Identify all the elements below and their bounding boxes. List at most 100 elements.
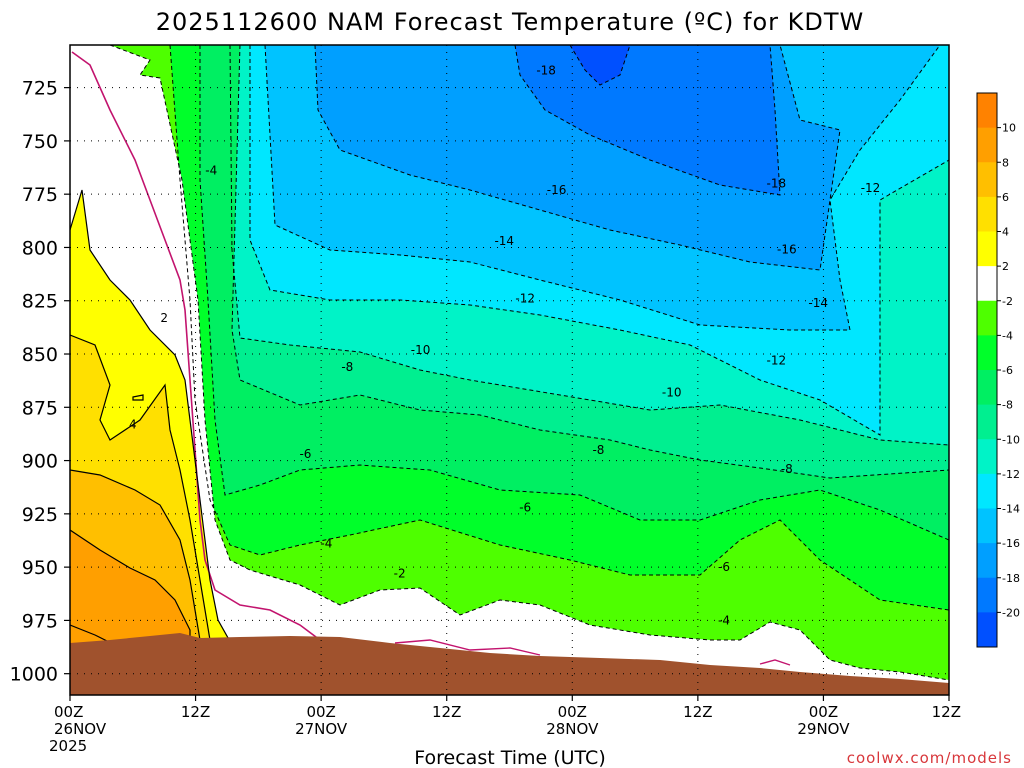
colorbar-swatch — [977, 266, 997, 302]
colorbar-swatch — [977, 231, 997, 267]
x-tick-label: 00Z — [558, 703, 587, 721]
contour-label: 2 — [160, 311, 168, 325]
colorbar-swatch — [977, 473, 997, 509]
contour-label: -18 — [536, 64, 556, 78]
contour-plus4-island — [132, 394, 144, 401]
y-tick-label: 950 — [22, 557, 58, 579]
colorbar-label: 6 — [1002, 191, 1009, 204]
band-minus2-minus4 — [110, 45, 949, 680]
colorbar-label: 10 — [1002, 122, 1016, 135]
colorbar-swatch — [977, 439, 997, 475]
contour-minus6 — [199, 45, 949, 541]
band-minus20-minus22 — [570, 45, 630, 85]
colorbar-swatch — [977, 612, 997, 648]
colorbar-label: -4 — [1002, 329, 1013, 342]
contour-label: -16 — [547, 183, 567, 197]
contour-minus14 — [264, 45, 941, 331]
colorbar-swatch — [977, 127, 997, 163]
colorbar-label: -2 — [1002, 295, 1013, 308]
colorbar-label: 2 — [1002, 260, 1009, 273]
y-tick-label: 800 — [22, 237, 58, 259]
colorbar-swatch — [977, 162, 997, 198]
contour-lines — [109, 45, 949, 681]
y-tick-label: 900 — [22, 451, 58, 473]
contour-label: -2 — [394, 567, 406, 581]
contour-plus2 — [70, 189, 233, 646]
y-tick-label: 975 — [22, 610, 58, 632]
x-tick-date: 26NOV — [54, 720, 107, 738]
credit-text: coolwx.com/models — [847, 749, 1012, 767]
x-axis-label: Forecast Time (UTC) — [414, 747, 605, 768]
contour-plus8 — [70, 529, 191, 645]
contour-label: -10 — [662, 385, 682, 399]
contour-labels: -18 -18 -16 -16 -14 -14 -12 -12 -12 -10 -10 -8 -8 -8 -… — [129, 64, 880, 628]
colorbar-swatch — [977, 404, 997, 440]
x-tick-label: 00Z — [54, 703, 83, 721]
contour-minus2 — [109, 45, 949, 681]
contour-label: -14 — [808, 296, 828, 310]
contour-label: -18 — [767, 177, 787, 191]
contour-minus18 — [514, 45, 781, 196]
colorbar-swatch — [977, 335, 997, 371]
y-tick-label: 725 — [22, 78, 58, 100]
colorbar-label: -8 — [1002, 399, 1013, 412]
x-tick-year: 2025 — [49, 737, 87, 755]
colorbar-label: -14 — [1002, 503, 1020, 516]
y-tick-label: 775 — [22, 184, 58, 206]
positive-contours — [70, 189, 233, 646]
x-tick-date: 27NOV — [295, 720, 348, 738]
contour-plus4 — [70, 334, 211, 641]
colorbar-label: -12 — [1002, 468, 1020, 481]
colorbar-swatch — [977, 300, 997, 336]
freezing-line-near-ground — [394, 639, 791, 666]
contour-minus4 — [169, 45, 949, 611]
contour-minus8 — [231, 45, 949, 479]
y-tick-label: 850 — [22, 344, 58, 366]
contour-label: -4 — [320, 537, 332, 551]
contour-label: -16 — [777, 243, 797, 257]
contour-label: -6 — [718, 560, 730, 574]
contour-label: -12 — [515, 292, 535, 306]
y-tick-label: 750 — [22, 131, 58, 153]
contour-label: -6 — [519, 500, 531, 514]
colorbar-swatch — [977, 370, 997, 406]
band-minus6-minus8 — [180, 45, 949, 540]
colorbar-swatch — [977, 543, 997, 579]
contour-label: -8 — [341, 360, 353, 374]
contour-minus10 — [229, 45, 949, 446]
colorbar: 10 8 6 4 2 -2 -4 -6 -8 -10 -12 -14 -16 -18 -20 — [976, 92, 1020, 648]
colorbar-swatch — [977, 93, 997, 129]
x-tick-label: 00Z — [809, 703, 838, 721]
y-tick-label: 825 — [22, 291, 58, 313]
contour-plus6 — [70, 469, 201, 641]
colorbar-label: -6 — [1002, 364, 1013, 377]
x-tick-label: 12Z — [932, 703, 961, 721]
contour-label: -12 — [861, 181, 881, 195]
freezing-line — [71, 51, 321, 641]
y-axis: 725 750 775 800 825 850 875 900 925 950 975 1000 — [10, 78, 70, 686]
band-minus4-minus6 — [160, 45, 949, 610]
x-tick-label: 00Z — [306, 703, 335, 721]
plot-frame — [69, 44, 950, 696]
contour-minus20 — [569, 45, 631, 86]
x-tick-label: 12Z — [432, 703, 461, 721]
y-tick-label: 925 — [22, 504, 58, 526]
contour-label: -10 — [411, 343, 431, 357]
temperature-field — [70, 45, 949, 695]
contour-label: -6 — [299, 447, 311, 461]
y-tick-label: 1000 — [10, 664, 58, 686]
contour-minus16 — [314, 45, 841, 271]
contour-label: -8 — [592, 443, 604, 457]
x-tick-date: 29NOV — [797, 720, 850, 738]
ground-surface — [70, 633, 949, 695]
contour-label: -4 — [205, 164, 217, 178]
colorbar-label: 4 — [1002, 226, 1009, 239]
colorbar-swatch — [977, 196, 997, 232]
x-tick-date: 28NOV — [546, 720, 599, 738]
contour-label: -4 — [718, 613, 730, 627]
colorbar-label: -20 — [1002, 606, 1020, 619]
colorbar-swatch — [977, 508, 997, 544]
contour-minus12 — [249, 45, 949, 436]
